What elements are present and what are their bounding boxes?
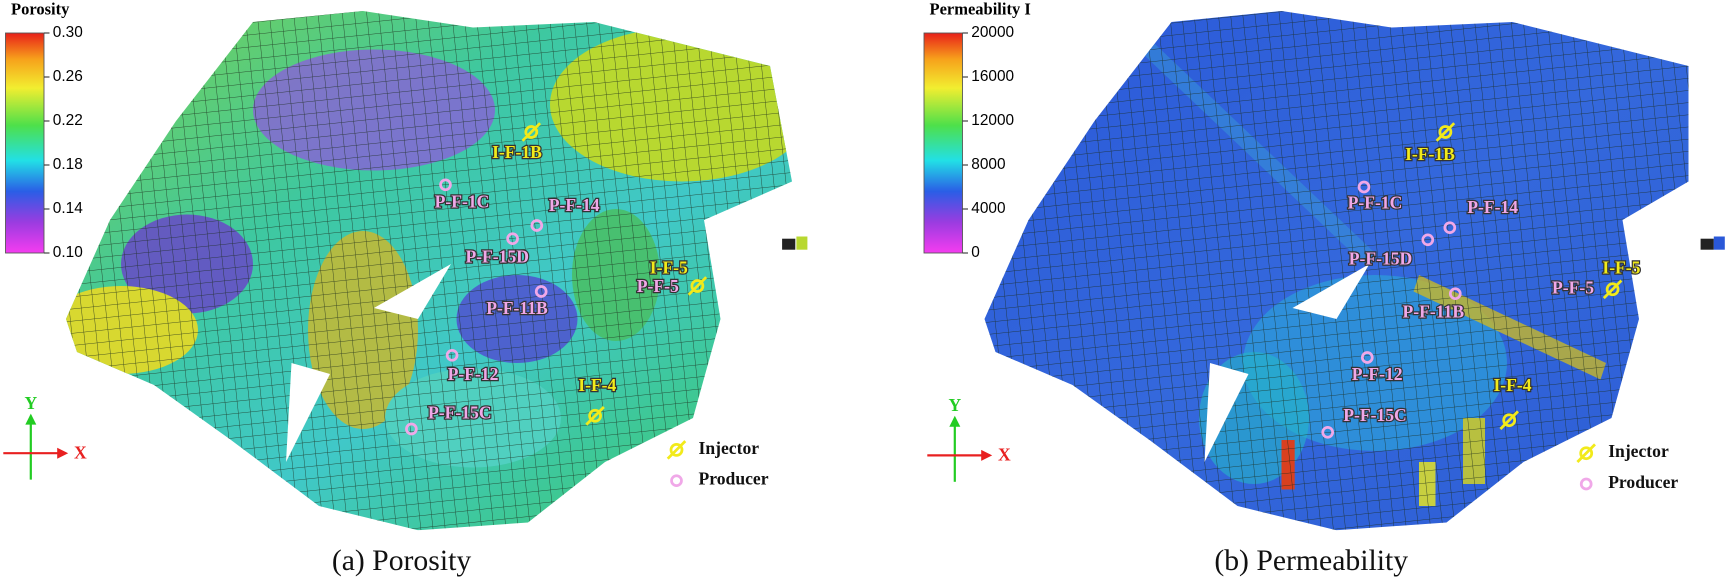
well-label: P-F-15C [1343, 405, 1407, 425]
injector-marker [524, 125, 539, 139]
injector-marker [690, 279, 705, 293]
y-arrow-head [949, 415, 961, 427]
well-label: P-F-12 [448, 364, 499, 384]
injector-arrow [1499, 410, 1519, 430]
x-arrow-head [57, 447, 69, 459]
well-label: P-F-15D [465, 247, 529, 267]
producer-marker [1421, 233, 1435, 247]
colorbar-tick-label: 0.26 [53, 68, 83, 85]
well-label: I-F-4 [578, 375, 616, 395]
legend-label: Producer [699, 469, 769, 489]
injector-arrow [687, 276, 708, 296]
caption: (b) Permeability [1214, 545, 1408, 577]
x-axis-label: X [998, 445, 1011, 465]
well-label: I-F-1B [492, 142, 542, 162]
y-axis-label: Y [948, 395, 961, 415]
injector-arrow [1435, 122, 1456, 142]
colorbar-tick-label: 4000 [971, 200, 1005, 217]
colorbar-tick-label: 0.18 [53, 156, 83, 173]
legend-label: Producer [1608, 472, 1678, 492]
well-label: P-F-12 [1352, 364, 1403, 384]
injector-arrow [1576, 443, 1596, 463]
producer-marker [530, 219, 544, 232]
well-label: P-F-11B [486, 298, 548, 318]
injector-arrow [521, 122, 542, 142]
well-label: P-F-14 [549, 195, 600, 215]
injector-arrow [585, 406, 605, 426]
well-label: P-F-5 [1552, 277, 1594, 297]
producer-marker [670, 474, 683, 488]
x-arrow-head [981, 449, 993, 461]
well-label: P-F-1C [435, 192, 490, 212]
well-label: I-F-5 [650, 258, 688, 278]
x-axis-label: X [74, 442, 87, 462]
colorbar [5, 32, 45, 254]
colorbar-tick-label: 16000 [971, 68, 1014, 85]
producer-marker [1443, 221, 1457, 235]
colorbar-tick-label: 12000 [971, 112, 1014, 129]
injector-marker [1502, 413, 1517, 428]
panels: Porosity 0.30 0.26 0.22 0.18 0.14 0.10 I-F-1B P-… [3, 0, 1725, 577]
colorbar-tick-label: 20000 [971, 24, 1014, 41]
colorbar [923, 32, 963, 254]
well-label: I-F-5 [1602, 258, 1640, 278]
well-label: P-F-5 [637, 276, 679, 296]
producer-marker [405, 422, 418, 436]
colorbar-title: Permeability I [930, 0, 1031, 18]
injector-marker [1579, 446, 1594, 461]
injector-marker [1605, 282, 1620, 297]
producer-marker [1357, 180, 1371, 194]
well-label: P-F-14 [1467, 197, 1518, 217]
well-label: P-F-15C [428, 403, 492, 423]
injector-marker [588, 408, 602, 423]
colorbar-tick-label: 8000 [971, 156, 1005, 173]
caption: (a) Porosity [332, 545, 472, 577]
producer-marker [439, 178, 452, 192]
producer-marker [445, 348, 459, 362]
well-label: P-F-11B [1403, 302, 1465, 322]
y-arrow-head [25, 413, 37, 425]
producer-marker [506, 232, 519, 246]
producer-marker [534, 285, 548, 298]
well-label: P-F-1C [1348, 193, 1403, 213]
colorbar-tick-label: 0 [971, 244, 980, 261]
well-label: P-F-15D [1349, 249, 1413, 269]
injector-arrow [1602, 279, 1623, 300]
colorbar-title: Porosity [11, 0, 70, 18]
y-axis-label: Y [24, 393, 37, 413]
colorbar-tick-label: 0.30 [53, 24, 83, 41]
injector-marker [669, 443, 684, 457]
colorbar-tick-label: 0.14 [53, 200, 83, 217]
producer-marker [1448, 287, 1462, 301]
well-label: I-F-1B [1405, 144, 1455, 164]
legend-label: Injector [699, 438, 760, 458]
producer-marker [1579, 477, 1593, 491]
legend-label: Injector [1608, 441, 1669, 461]
colorbar-tick-label: 0.10 [53, 244, 83, 261]
producer-marker [1360, 351, 1374, 364]
injector-arrow [666, 440, 687, 460]
colorbar-tick-label: 0.22 [53, 112, 83, 129]
well-label: I-F-4 [1493, 375, 1531, 395]
porosity-model [66, 11, 793, 531]
producer-marker [1321, 425, 1335, 439]
injector-marker [1438, 125, 1453, 139]
